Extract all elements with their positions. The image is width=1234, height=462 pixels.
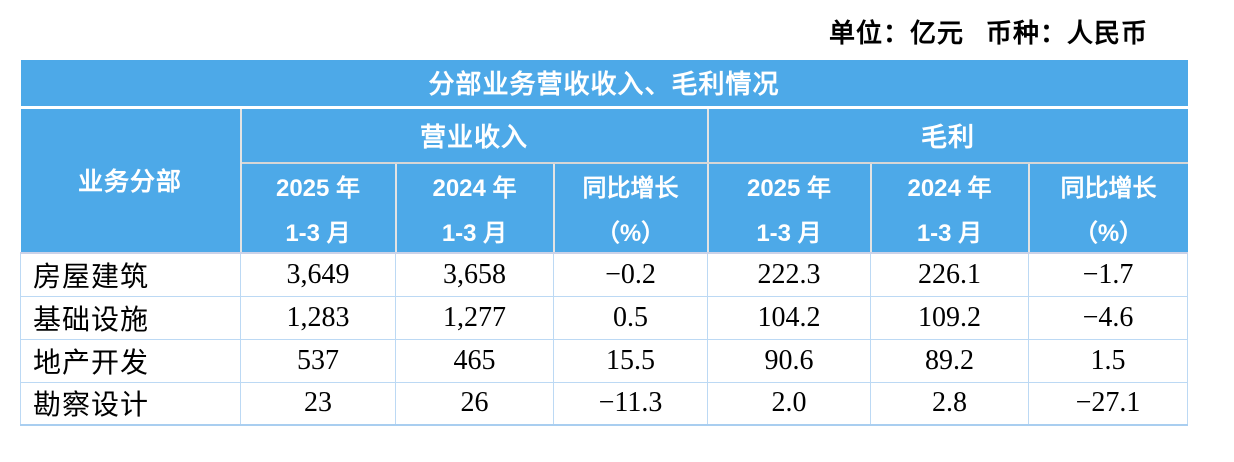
unit-label: 单位：亿元	[828, 19, 964, 48]
segment-cell: 勘察设计	[20, 381, 241, 426]
value-cell: −0.2	[553, 252, 708, 297]
table-row-real-estate-development: 地产开发 537 465 15.5 90.6 89.2 1.5	[20, 338, 1189, 383]
subheader-line2: 1-3 月	[441, 220, 508, 247]
col-header-revenue-2024: 2024 年 1-3 月	[394, 163, 554, 254]
value-cell: 537	[240, 338, 396, 383]
value-cell: 3,658	[395, 252, 554, 297]
subheader-line1: 2025 年	[746, 175, 832, 202]
col-group-operating-revenue: 营业收入	[239, 107, 708, 164]
segment-cell: 基础设施	[20, 295, 241, 340]
unit-currency-note: 单位：亿元 币种：人民币	[0, 13, 1234, 50]
segment-cell: 房屋建筑	[20, 252, 241, 297]
value-cell: 2.0	[707, 381, 871, 426]
col-header-profit-2025: 2025 年 1-3 月	[706, 163, 871, 254]
value-cell: 104.2	[707, 295, 871, 340]
subheader-line1: 同比增长	[582, 175, 679, 202]
col-group-gross-profit: 毛利	[706, 107, 1188, 164]
col-header-profit-yoy-growth: 同比增长 （%）	[1027, 163, 1188, 254]
table-row-housing-construction: 房屋建筑 3,649 3,658 −0.2 222.3 226.1 −1.7	[20, 252, 1189, 297]
table-title-row: 分部业务营收收入、毛利情况	[20, 60, 1188, 109]
value-cell: 1,283	[240, 295, 396, 340]
subheader-line1: 2025 年	[275, 175, 361, 202]
subheader-line2: （%）	[1073, 220, 1144, 247]
subheader-line1: 2024 年	[432, 175, 517, 202]
col-header-profit-2024: 2024 年 1-3 月	[869, 163, 1029, 254]
subheader-line1: 2024 年	[907, 175, 992, 202]
col-header-revenue-yoy-growth: 同比增长 （%）	[552, 163, 708, 254]
column-subheader-row: 2025 年 1-3 月 2024 年 1-3 月 同比增长 （%） 2025 …	[21, 163, 1188, 254]
value-cell: −4.6	[1027, 295, 1189, 340]
value-cell: −1.7	[1027, 252, 1189, 297]
value-cell: −11.3	[553, 381, 708, 426]
subheader-line2: （%）	[595, 220, 666, 247]
col-header-business-segment: 业务分部	[20, 107, 242, 254]
value-cell: 26	[395, 381, 554, 426]
table-title: 分部业务营收收入、毛利情况	[20, 60, 1188, 109]
value-cell: 0.5	[553, 295, 708, 340]
value-cell: 89.2	[870, 338, 1029, 383]
subheader-line1: 同比增长	[1060, 175, 1157, 202]
value-cell: 465	[395, 338, 554, 383]
value-cell: 1,277	[395, 295, 554, 340]
value-cell: 1.5	[1027, 338, 1189, 383]
value-cell: 3,649	[240, 252, 396, 297]
subheader-line2: 1-3 月	[916, 220, 983, 247]
column-group-row: 业务分部 营业收入 毛利	[20, 107, 1188, 254]
value-cell: 109.2	[870, 295, 1029, 340]
value-cell: 226.1	[870, 252, 1029, 297]
value-cell: −27.1	[1027, 381, 1189, 426]
value-cell: 23	[240, 381, 396, 426]
currency-label: 币种：人民币	[985, 19, 1148, 48]
value-cell: 222.3	[707, 252, 871, 297]
segment-revenue-profit-table: 分部业务营收收入、毛利情况 业务分部 营业收入 毛利 2025 年 1-3 月 …	[20, 60, 1189, 426]
segment-cell: 地产开发	[20, 338, 241, 383]
table-row-survey-design: 勘察设计 23 26 −11.3 2.0 2.8 −27.1	[20, 381, 1189, 426]
value-cell: 90.6	[707, 338, 871, 383]
subheader-line2: 1-3 月	[756, 220, 822, 247]
table-row-infrastructure: 基础设施 1,283 1,277 0.5 104.2 109.2 −4.6	[20, 295, 1189, 340]
value-cell: 2.8	[870, 381, 1029, 426]
value-cell: 15.5	[553, 338, 708, 383]
col-header-revenue-2025: 2025 年 1-3 月	[240, 163, 396, 254]
subheader-line2: 1-3 月	[285, 220, 351, 247]
